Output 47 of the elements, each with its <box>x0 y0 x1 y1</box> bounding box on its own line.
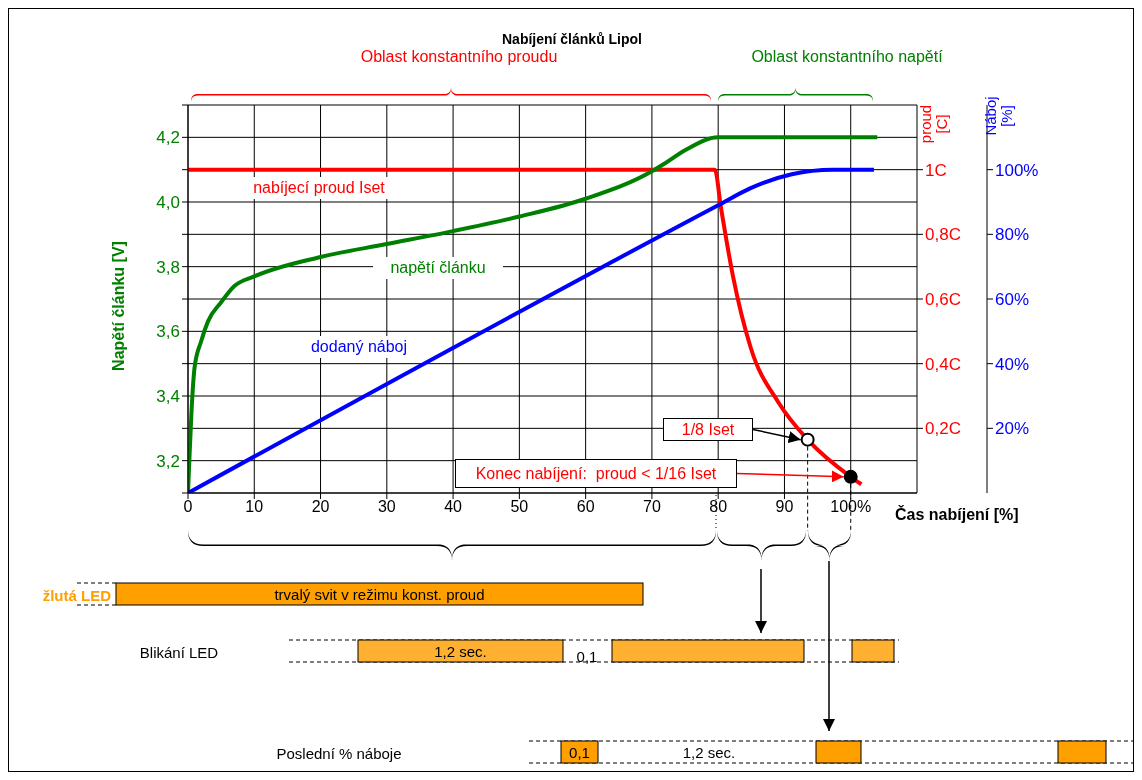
series-label: nabíjecí proud Iset <box>234 177 404 199</box>
y3-tick-label: 80% <box>995 225 1030 245</box>
text: žlutá LED <box>42 586 111 604</box>
y2-tick-label: 1C <box>925 160 947 180</box>
x-tick-label: 90 <box>775 498 794 516</box>
text: trvalý svit v režimu konst. proud <box>274 585 485 603</box>
x-tick-label: 50 <box>510 498 529 516</box>
y-tick-label: 4,0 <box>156 193 180 213</box>
text: Oblast konstantního napětí <box>751 48 943 66</box>
x-tick-label: 40 <box>444 498 463 516</box>
x-tick-label: 80 <box>709 498 728 516</box>
y2-tick-label: 0,2C <box>925 419 961 439</box>
y3-tick-label: 100% <box>995 160 1039 180</box>
series-label: dodaný náboj <box>294 336 424 358</box>
series-label: napětí článku <box>373 257 503 279</box>
text: 1,2 sec. <box>682 743 736 761</box>
y3-axis-title: Náboj [%] <box>982 95 1015 138</box>
annotation: 1/8 Iset <box>681 420 735 439</box>
x-tick-label: 30 <box>377 498 396 516</box>
x-tick-label: 0 <box>183 498 193 516</box>
x-tick-label: 100% <box>830 498 872 516</box>
x-axis-title: Čas nabíjení [%] <box>895 506 1019 524</box>
y2-tick-label: 0,6C <box>925 290 961 310</box>
text: 0,1 <box>569 743 590 761</box>
text: Poslední % náboje <box>276 744 402 762</box>
y-tick-label: 3,4 <box>156 387 180 407</box>
y3-tick-label: 60% <box>995 290 1030 310</box>
x-tick-label: 70 <box>643 498 661 516</box>
x-tick-label: 10 <box>245 498 264 516</box>
y2-axis-title: proud [C] <box>917 103 950 146</box>
y2-tick-label: 0,8C <box>925 225 961 245</box>
text: 0,1 <box>576 647 598 665</box>
y-tick-label: 3,6 <box>156 322 180 342</box>
y3-tick-label: 20% <box>995 419 1030 439</box>
y-tick-label: 4,2 <box>156 128 180 148</box>
text: Blikání LED <box>139 643 219 661</box>
y-tick-label: 3,2 <box>156 451 180 471</box>
y2-tick-label: 0,4C <box>925 354 961 374</box>
y3-tick-label: 40% <box>995 354 1030 374</box>
text: Oblast konstantního proudu <box>360 48 558 66</box>
y-axis-title: Napětí článku [V] <box>110 240 128 373</box>
chart-title: Nabíjení článků Lipol <box>501 31 643 47</box>
x-tick-label: 60 <box>576 498 595 516</box>
x-tick-label: 20 <box>311 498 330 516</box>
annotation: Konec nabíjení: proud < 1/16 Iset <box>475 464 717 483</box>
text: 1,2 sec. <box>434 642 487 660</box>
y-tick-label: 3,8 <box>156 257 180 277</box>
